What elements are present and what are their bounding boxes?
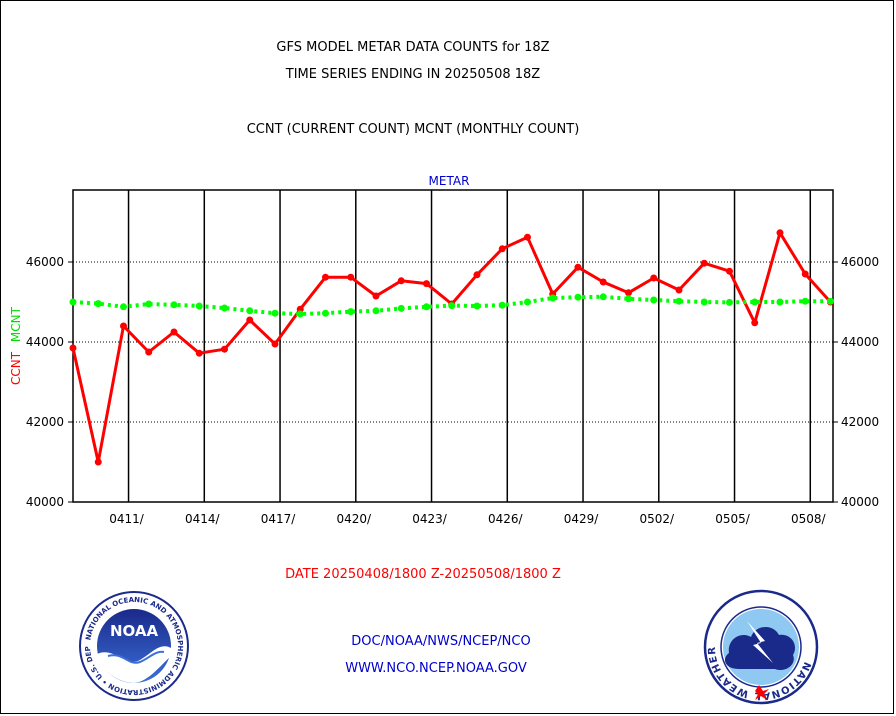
data-point-ccnt xyxy=(119,322,127,330)
data-point-mcnt xyxy=(145,300,153,308)
x-tick-label: 0508/ xyxy=(791,512,827,526)
x-tick-label: 0429/ xyxy=(564,512,600,526)
nws-star-icon xyxy=(753,685,769,700)
data-point-mcnt xyxy=(69,298,77,306)
chart-title-line2: TIME SERIES ENDING IN 20250508 18Z xyxy=(285,67,541,82)
data-point-mcnt xyxy=(650,296,658,304)
data-point-mcnt xyxy=(271,309,279,317)
data-point-mcnt xyxy=(725,298,733,306)
data-point-mcnt xyxy=(397,304,405,312)
noaa-logo-text: NOAA xyxy=(110,622,159,640)
data-point-ccnt xyxy=(751,319,759,327)
data-point-ccnt xyxy=(195,349,203,357)
x-tick-label: 0411/ xyxy=(109,512,145,526)
data-point-ccnt xyxy=(422,280,430,288)
data-point-mcnt xyxy=(624,295,632,303)
y-axis-label: CCNT MCNT xyxy=(9,306,23,385)
nws-logo[interactable]: NATIONAL WEATHER SERVICE xyxy=(703,589,819,705)
y-tick-label-right: 46000 xyxy=(841,255,879,269)
data-point-mcnt xyxy=(549,294,557,302)
data-point-ccnt xyxy=(246,316,254,324)
data-point-ccnt xyxy=(599,278,607,286)
data-point-mcnt xyxy=(599,293,607,301)
data-point-ccnt xyxy=(347,273,355,281)
data-point-ccnt xyxy=(700,259,708,267)
data-point-mcnt xyxy=(448,302,456,310)
data-point-ccnt xyxy=(170,328,178,336)
data-point-ccnt xyxy=(473,271,481,279)
data-point-ccnt xyxy=(675,286,683,294)
data-point-mcnt xyxy=(195,302,203,310)
y-tick-label-right: 42000 xyxy=(841,415,879,429)
data-point-ccnt xyxy=(372,292,380,300)
y-axis-label-mcnt: MCNT xyxy=(9,306,23,342)
data-point-ccnt xyxy=(725,267,733,275)
x-axis-label: DATE 20250408/1800 Z-20250508/1800 Z xyxy=(285,567,561,582)
data-point-ccnt xyxy=(650,274,658,282)
data-point-mcnt xyxy=(220,304,228,312)
grid-layer xyxy=(68,190,838,503)
data-point-ccnt xyxy=(94,458,102,466)
x-tick-label: 0417/ xyxy=(261,512,297,526)
chart-subtitle: CCNT (CURRENT COUNT) MCNT (MONTHLY COUNT… xyxy=(247,122,580,137)
data-point-mcnt xyxy=(498,301,506,309)
data-point-mcnt xyxy=(751,298,759,306)
data-point-ccnt xyxy=(624,289,632,297)
y-tick-label: 46000 xyxy=(26,255,64,269)
x-tick-label: 0426/ xyxy=(488,512,524,526)
data-point-mcnt xyxy=(119,303,127,311)
y-tick-label-right: 40000 xyxy=(841,495,879,509)
data-point-ccnt xyxy=(220,345,228,353)
y-tick-label: 44000 xyxy=(26,335,64,349)
svg-text:CCNT MCNT: CCNT MCNT xyxy=(9,306,23,385)
series-layer xyxy=(69,229,834,466)
data-point-mcnt xyxy=(296,310,304,318)
data-point-ccnt xyxy=(69,344,77,352)
data-point-mcnt xyxy=(574,293,582,301)
plot-label: METAR xyxy=(429,174,470,188)
data-point-mcnt xyxy=(473,302,481,310)
y-tick-label: 42000 xyxy=(26,415,64,429)
data-point-ccnt xyxy=(321,273,329,281)
plot-border xyxy=(72,189,834,503)
data-point-ccnt xyxy=(271,340,279,348)
data-point-ccnt xyxy=(776,229,784,237)
x-tick-label: 0502/ xyxy=(639,512,675,526)
data-point-mcnt xyxy=(675,297,683,305)
data-point-mcnt xyxy=(94,300,102,308)
data-point-mcnt xyxy=(700,298,708,306)
data-point-mcnt xyxy=(321,309,329,317)
data-point-ccnt xyxy=(498,245,506,253)
footer-link-website[interactable]: WWW.NCO.NCEP.NOAA.GOV xyxy=(345,661,527,676)
data-point-mcnt xyxy=(826,297,834,305)
x-tick-label: 0423/ xyxy=(412,512,448,526)
x-tick-label: 0420/ xyxy=(336,512,372,526)
data-point-ccnt xyxy=(801,270,809,278)
data-point-ccnt xyxy=(523,233,531,241)
series-line-ccnt xyxy=(71,231,832,464)
noaa-logo[interactable]: NATIONAL OCEANIC AND ATMOSPHERIC ADMINIS… xyxy=(79,591,189,701)
data-point-mcnt xyxy=(422,303,430,311)
chart-title-line1: GFS MODEL METAR DATA COUNTS for 18Z xyxy=(276,40,549,55)
data-point-ccnt xyxy=(397,277,405,285)
y-tick-label-right: 44000 xyxy=(841,335,879,349)
data-point-mcnt xyxy=(372,307,380,315)
y-tick-label: 40000 xyxy=(26,495,64,509)
data-point-mcnt xyxy=(523,298,531,306)
footer-link-doc[interactable]: DOC/NOAA/NWS/NCEP/NCO xyxy=(351,634,530,649)
data-point-ccnt xyxy=(145,348,153,356)
tick-labels: 40000 40000 42000 42000 44000 44000 46000 46000… xyxy=(26,255,879,526)
data-point-mcnt xyxy=(776,298,784,306)
data-point-mcnt xyxy=(170,301,178,309)
x-tick-label: 0505/ xyxy=(715,512,751,526)
data-point-mcnt xyxy=(801,297,809,305)
data-point-ccnt xyxy=(574,263,582,271)
data-point-mcnt xyxy=(246,307,254,315)
data-point-mcnt xyxy=(347,308,355,316)
data-point-ccnt xyxy=(296,305,304,313)
y-axis-label-ccnt: CCNT xyxy=(9,351,23,385)
x-tick-label: 0414/ xyxy=(185,512,221,526)
